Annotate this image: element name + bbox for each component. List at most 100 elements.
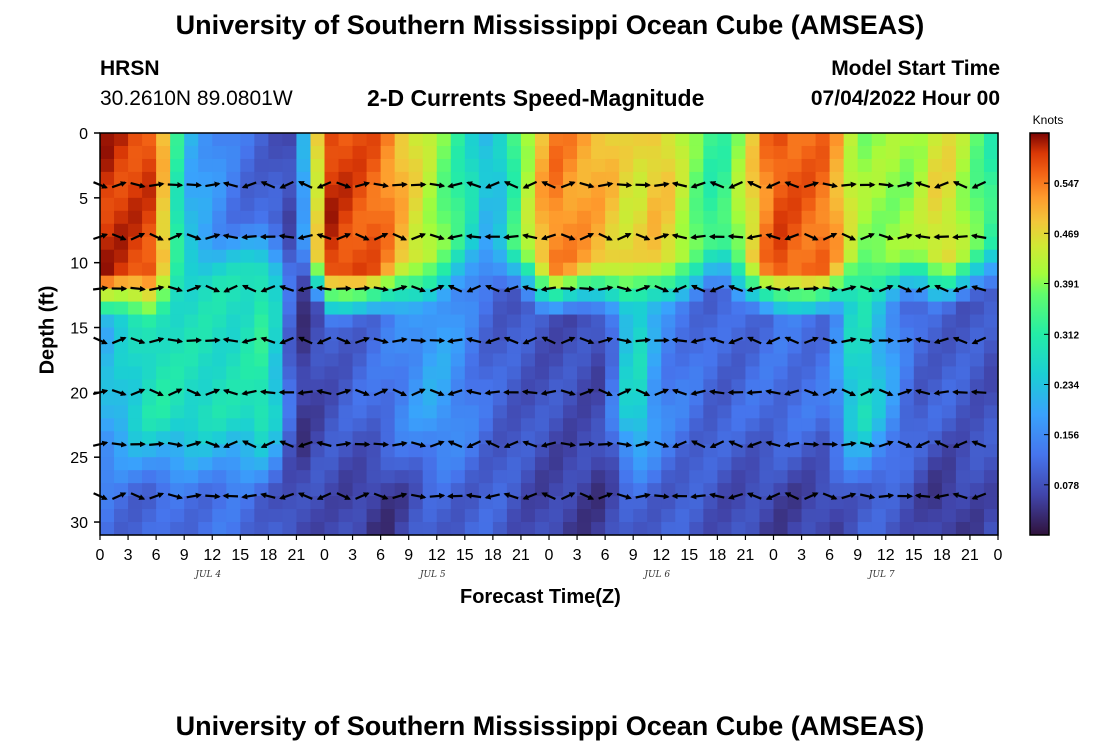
heatmap-cell <box>226 197 241 212</box>
current-arrow <box>447 337 463 344</box>
heatmap-cell <box>198 496 213 510</box>
heatmap-cell <box>254 509 269 523</box>
colorbar-tick-label: 0.234 <box>1054 380 1079 391</box>
heatmap-cell <box>380 444 396 458</box>
heatmap-cell <box>773 353 789 368</box>
current-arrow <box>186 182 202 189</box>
heatmap-cell <box>296 340 312 355</box>
heatmap-cell <box>703 392 718 406</box>
heatmap-cell <box>703 340 718 355</box>
heatmap-cell <box>212 262 227 277</box>
heatmap-cell <box>871 470 887 484</box>
heatmap-cell <box>436 379 452 393</box>
heatmap-cell <box>492 366 508 380</box>
heatmap-cell <box>745 340 761 355</box>
current-arrow <box>111 336 127 345</box>
heatmap-cell <box>156 314 171 329</box>
current-arrow <box>933 337 949 345</box>
heatmap-cell <box>745 158 761 173</box>
heatmap-cell <box>114 405 129 419</box>
heatmap-cell <box>506 327 522 342</box>
current-arrow <box>746 492 762 500</box>
heatmap-cell <box>240 210 255 225</box>
current-arrow <box>354 181 371 188</box>
heatmap-cell <box>310 327 326 342</box>
heatmap-cell <box>380 184 396 199</box>
heatmap-cell <box>843 470 859 484</box>
current-arrow <box>149 285 165 292</box>
current-arrow <box>897 337 913 344</box>
current-arrow <box>803 285 820 292</box>
heatmap-cell <box>464 236 480 251</box>
heatmap-cell <box>324 418 340 432</box>
heatmap-cell <box>689 340 704 355</box>
heatmap-cell <box>422 483 438 497</box>
heatmap-cell <box>787 405 803 419</box>
heatmap-cell <box>240 340 255 355</box>
heatmap-cell <box>549 444 564 458</box>
current-arrow <box>971 440 987 448</box>
heatmap-cell <box>745 288 761 303</box>
heatmap-cell <box>366 236 382 251</box>
current-arrow <box>671 388 687 396</box>
heatmap-cell <box>871 249 887 264</box>
heatmap-cell <box>619 483 634 497</box>
x-tick-label: 18 <box>484 547 502 564</box>
heatmap-cell <box>759 301 775 316</box>
heatmap-cell <box>506 405 522 419</box>
heatmap-cell <box>633 184 648 199</box>
y-tick-label: 25 <box>70 450 88 467</box>
heatmap-cell <box>927 483 943 497</box>
current-arrow <box>316 285 332 292</box>
heatmap-cell <box>198 223 213 238</box>
heatmap-cell <box>619 158 634 173</box>
heatmap-cell <box>745 236 761 251</box>
heatmap-cell <box>254 275 269 290</box>
heatmap-cell <box>198 275 213 290</box>
heatmap-cell <box>955 522 971 536</box>
current-arrow <box>784 233 800 241</box>
heatmap-cell <box>717 262 733 277</box>
current-arrow <box>429 492 446 499</box>
heatmap-cell <box>128 249 143 264</box>
heatmap-cell <box>394 509 410 523</box>
heatmap-cell <box>450 314 466 329</box>
heatmap-cell <box>240 223 255 238</box>
current-arrow <box>503 234 519 240</box>
y-tick-label: 0 <box>79 126 88 143</box>
heatmap-cell <box>464 184 480 199</box>
heatmap-cell <box>675 444 690 458</box>
current-arrow <box>223 440 238 449</box>
current-arrow <box>447 389 463 396</box>
heatmap-cell <box>450 353 466 368</box>
heatmap-cell <box>703 145 718 160</box>
heatmap-cell <box>731 236 747 251</box>
heatmap-cell <box>198 457 213 471</box>
heatmap-cell <box>282 249 298 264</box>
y-tick-label: 10 <box>70 256 88 273</box>
heatmap-cell <box>380 366 396 380</box>
heatmap-cell <box>534 210 550 225</box>
heatmap-cell <box>661 275 676 290</box>
heatmap-cell <box>184 145 199 160</box>
current-arrow <box>671 337 688 344</box>
heatmap-cell <box>366 496 382 510</box>
heatmap-cell <box>366 522 382 536</box>
heatmap-cell <box>492 223 508 238</box>
heatmap-cell <box>296 405 312 419</box>
heatmap-cell <box>492 496 508 510</box>
heatmap-cell <box>745 133 761 147</box>
current-arrow <box>747 180 762 189</box>
heatmap-cell <box>577 145 592 160</box>
heatmap-cell <box>689 314 704 329</box>
current-arrow <box>934 181 949 189</box>
heatmap-cell <box>450 522 466 536</box>
heatmap-cell <box>941 366 957 380</box>
heatmap-cell <box>380 158 396 173</box>
heatmap-cell <box>675 353 690 368</box>
heatmap-cell <box>787 522 803 536</box>
heatmap-cell <box>619 275 634 290</box>
current-arrow <box>167 232 183 241</box>
heatmap-cell <box>324 314 340 329</box>
heatmap-cell <box>759 366 775 380</box>
